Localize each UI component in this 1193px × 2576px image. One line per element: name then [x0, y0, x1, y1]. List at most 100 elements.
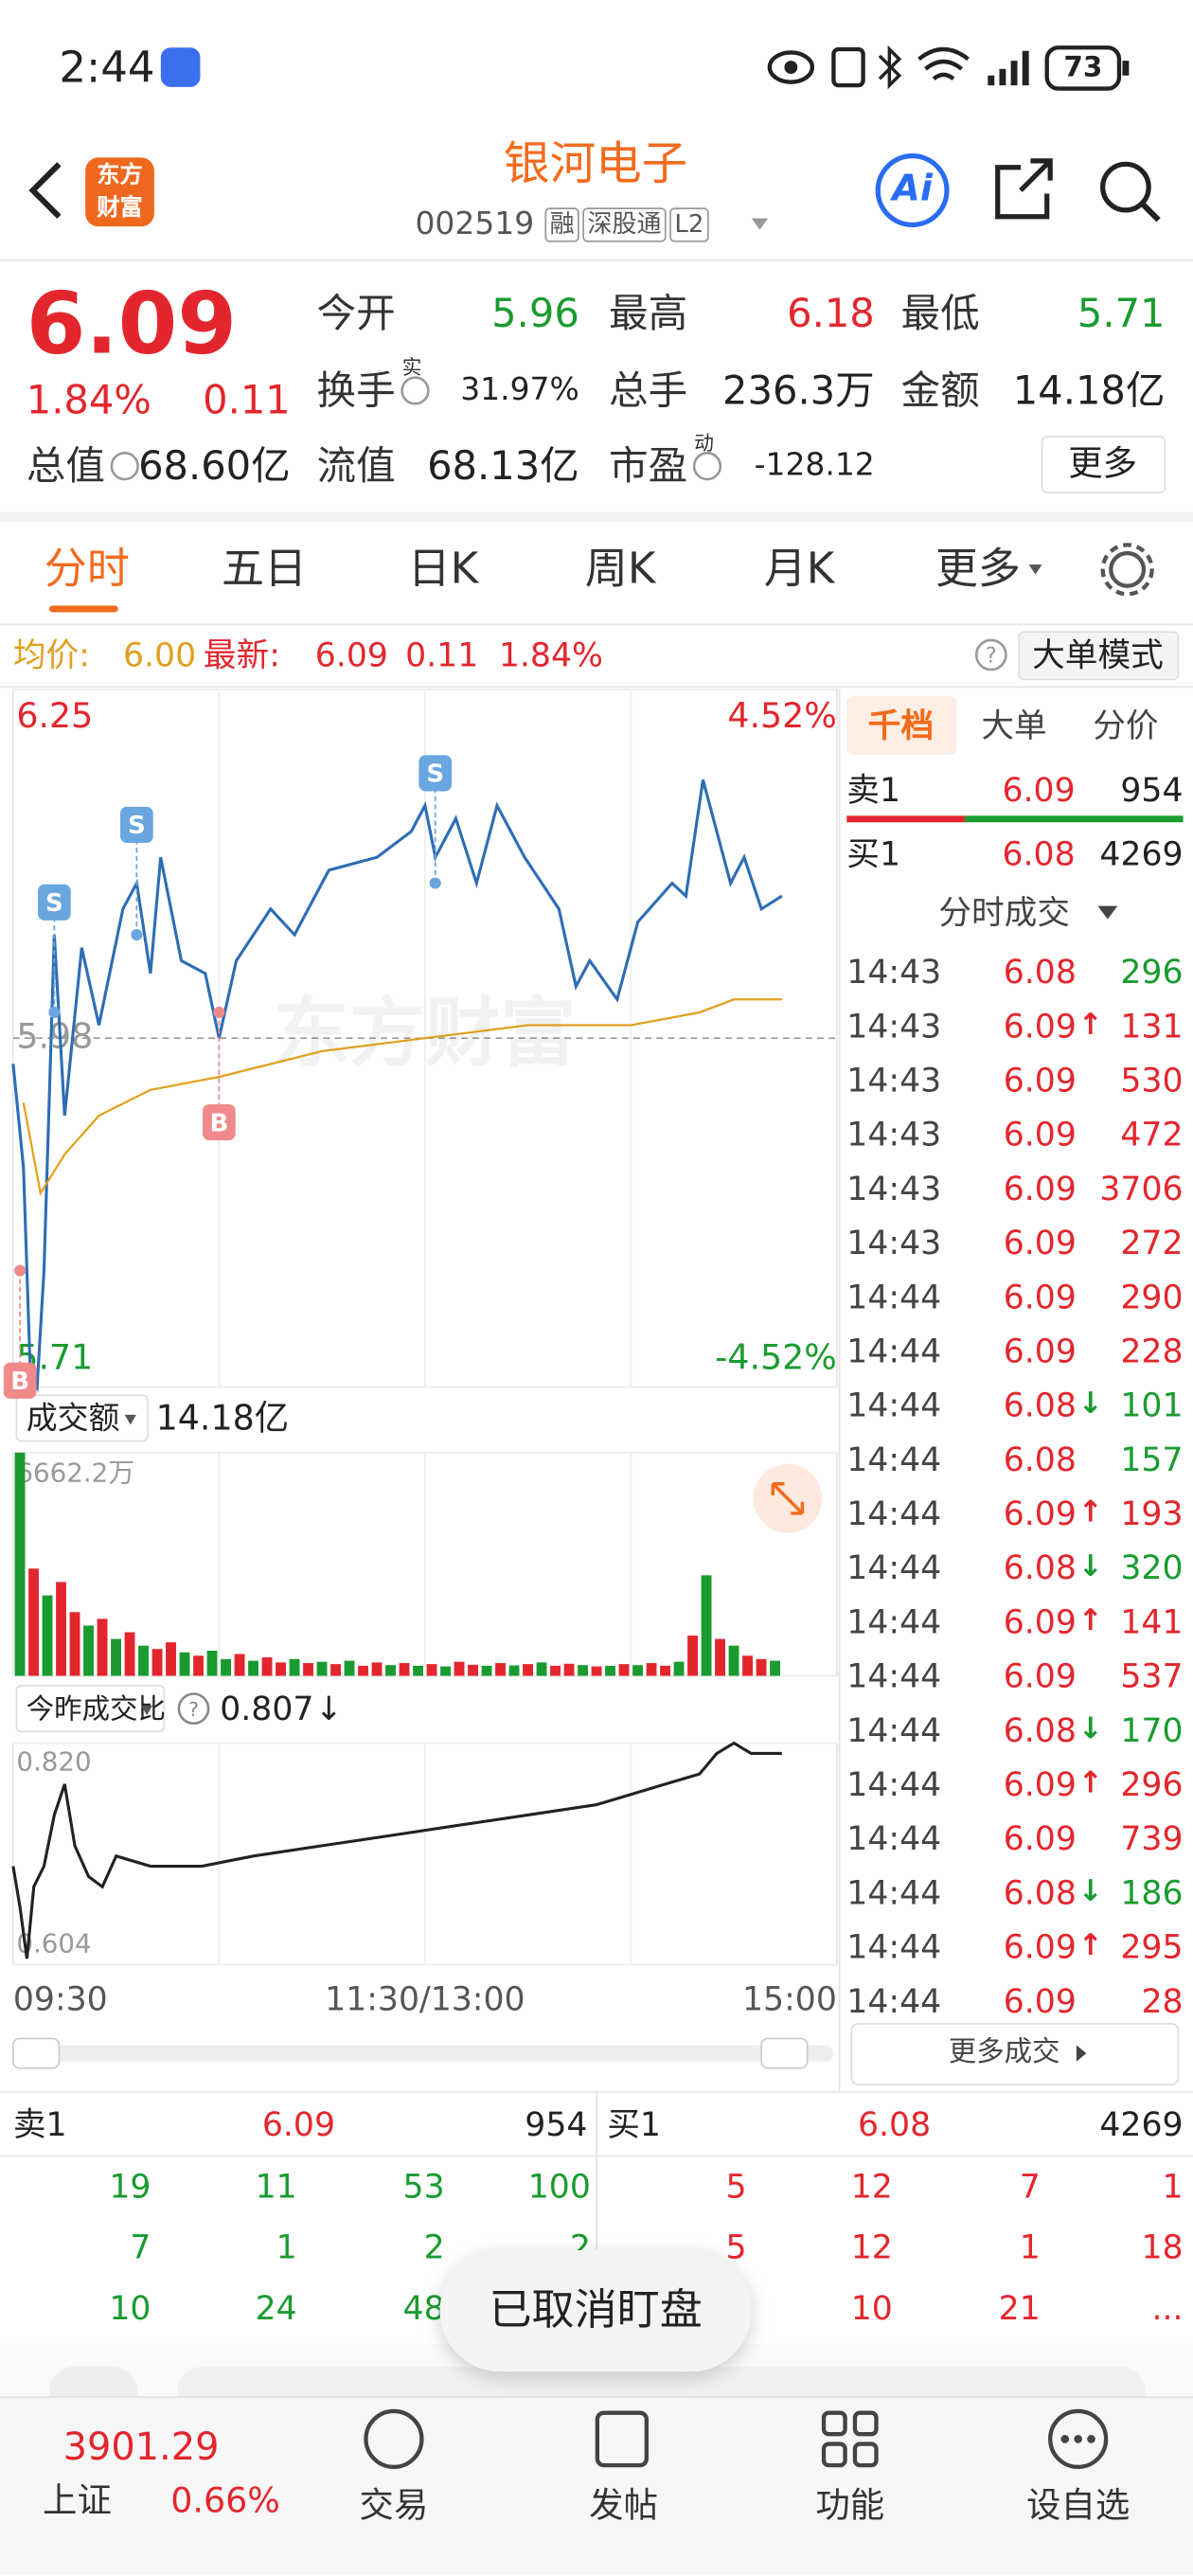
trade-volume: 186 [1120, 1872, 1184, 1913]
trade-volume: 537 [1120, 1655, 1184, 1696]
book-volume: 4269 [1099, 2103, 1184, 2144]
volume-bar [358, 1665, 368, 1676]
chart-tab[interactable]: 月K [763, 545, 835, 595]
volume-bar [399, 1663, 410, 1676]
volume-bar [330, 1664, 341, 1676]
trade-marker [429, 877, 441, 889]
battery [1044, 45, 1122, 91]
volume-bar [578, 1665, 588, 1676]
trade-price: 6.09 [1003, 1277, 1077, 1316]
back-button[interactable] [28, 162, 62, 219]
volume-bar [660, 1665, 670, 1676]
trade-time: 14:44 [846, 1764, 942, 1804]
field-label: 最高 [608, 290, 688, 337]
trade-arrow: ↓ [1077, 1874, 1103, 1909]
book-label: 买1 [607, 2103, 661, 2144]
panel-tab[interactable]: 分价 [1093, 706, 1159, 745]
y2-tick-label: 4.52% [727, 695, 837, 736]
trade-price: 6.09 [1003, 1764, 1077, 1804]
volume-bar [426, 1664, 437, 1676]
mode-label[interactable]: 大单模式 [1032, 635, 1164, 675]
volume-bar [344, 1660, 355, 1676]
book-price: 6.08 [857, 2103, 932, 2144]
nav-item[interactable]: 发帖 [589, 2485, 658, 2526]
book-queue: 53 [402, 2166, 445, 2207]
trade-volume: 228 [1120, 1331, 1184, 1371]
trade-time: 14:44 [846, 1439, 942, 1479]
panel-tab[interactable]: 大单 [981, 706, 1047, 745]
stock-name: 银河电子 [504, 135, 688, 191]
trade-time: 14:43 [846, 1223, 942, 1262]
chart-tab[interactable]: 周K [584, 545, 656, 595]
watchlist-icon[interactable] [1048, 2408, 1109, 2470]
x-tick-label: 15:00 [742, 1981, 837, 2019]
logo [85, 157, 154, 227]
book-queue: 7 [1019, 2166, 1041, 2207]
volume-bar [316, 1661, 328, 1676]
dropdown-arrow [1097, 905, 1118, 920]
trade-arrow: ↓ [1077, 1549, 1103, 1584]
chart-tab[interactable]: 日K [407, 545, 479, 595]
battery-tip [1122, 61, 1130, 76]
panel-tab[interactable]: 千档 [867, 706, 935, 745]
scroll-handle[interactable] [760, 2037, 809, 2069]
ai-button[interactable] [875, 153, 950, 228]
trade-price: 6.09 [1003, 1980, 1077, 2021]
more-button[interactable] [1041, 436, 1166, 493]
volume-bar [124, 1632, 135, 1676]
search-button[interactable] [1100, 161, 1151, 213]
trade-marker [14, 1264, 27, 1277]
trade-time: 14:44 [846, 1601, 942, 1642]
volume-bar [454, 1661, 465, 1676]
stock-tag: L2 [669, 207, 709, 242]
volume-bar [550, 1665, 561, 1676]
volume-bar [166, 1642, 176, 1676]
trade-arrow: ↑ [1077, 1603, 1103, 1638]
index-value: 3901.29 [62, 2426, 220, 2470]
field-value: 6.18 [787, 290, 875, 337]
scroll-handle[interactable] [11, 2037, 61, 2069]
metric-selector[interactable] [15, 1394, 149, 1442]
divider [0, 511, 1193, 523]
more-trades-label[interactable]: 更多成交 [948, 2035, 1060, 2069]
help-icon[interactable] [177, 1692, 210, 1726]
share-button[interactable] [995, 158, 1053, 220]
volume-bar [563, 1663, 575, 1676]
trade-time: 14:44 [846, 1655, 942, 1696]
chart-tab[interactable]: 五日 [221, 545, 308, 595]
quote-price: 6.09 [1002, 769, 1076, 810]
avg-label: 均价: [12, 635, 90, 675]
book-queue: 5 [725, 2166, 747, 2207]
trade-icon[interactable] [364, 2408, 424, 2470]
more-trades-button[interactable] [850, 2023, 1180, 2085]
tab-indicator [48, 605, 118, 613]
trade-price: 6.09 [1003, 1331, 1077, 1371]
nav-item[interactable]: 交易 [359, 2485, 429, 2526]
volume-bar [206, 1650, 218, 1676]
logo-text: 财富 [97, 195, 143, 222]
trade-arrow: ↑ [1077, 1494, 1103, 1530]
book-volume: 954 [525, 2103, 588, 2144]
chart-tab[interactable]: 更多 [935, 545, 1022, 595]
mode-button[interactable] [1018, 631, 1180, 681]
change: 0.11 [203, 377, 291, 424]
volume-bar [646, 1663, 657, 1676]
settings-button[interactable] [1109, 550, 1147, 588]
volume-bar [221, 1658, 231, 1676]
trade-time: 14:43 [846, 952, 942, 992]
metric-selector[interactable] [15, 1685, 166, 1733]
function-icon[interactable] [821, 2410, 879, 2468]
marker-label: S [128, 812, 146, 840]
help-icon[interactable] [974, 638, 1007, 671]
quote-label: 卖1 [846, 769, 901, 810]
post-icon[interactable] [595, 2410, 650, 2468]
volume-bar [56, 1582, 66, 1676]
bluetooth-icon [878, 45, 902, 90]
more-button-label[interactable]: 更多 [1068, 443, 1138, 484]
nfc-icon [831, 46, 865, 88]
nav-item[interactable]: 设自选 [1026, 2485, 1131, 2526]
x-tick-label: 09:30 [13, 1981, 108, 2019]
volume-bar [605, 1665, 615, 1676]
chart-tab[interactable]: 分时 [44, 545, 130, 595]
nav-item[interactable]: 功能 [815, 2485, 885, 2526]
